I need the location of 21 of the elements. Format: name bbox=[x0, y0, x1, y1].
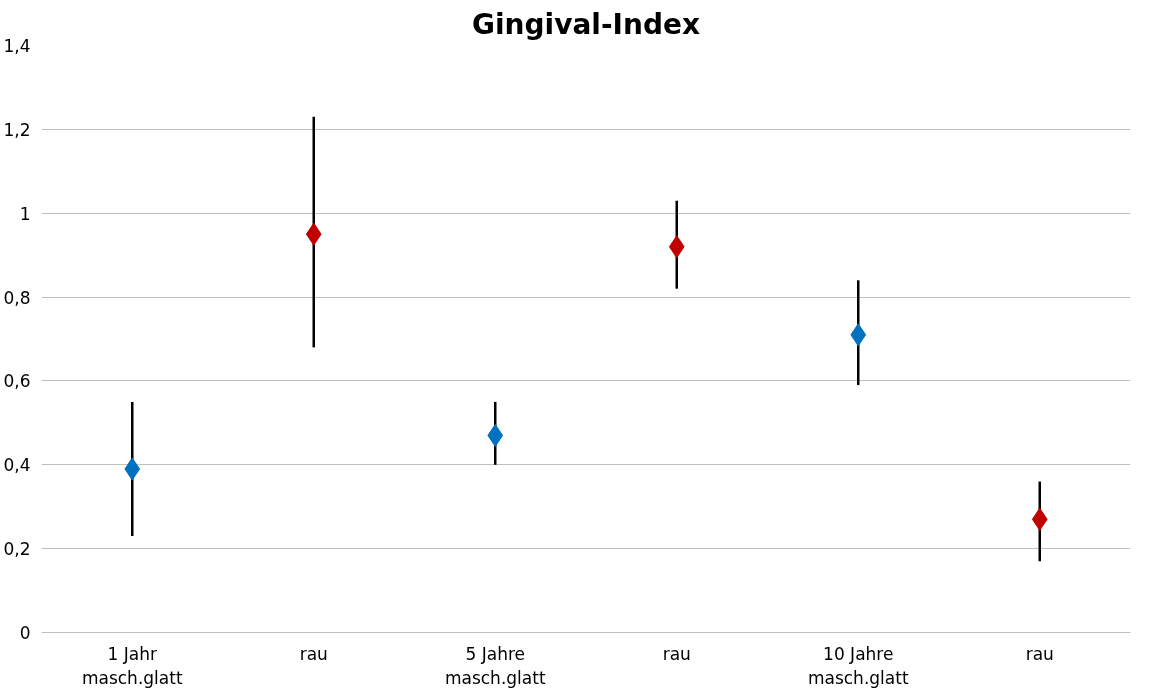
y-tick-label: 1 bbox=[19, 203, 31, 224]
x-tick-label: rau bbox=[662, 643, 691, 664]
point bbox=[850, 323, 867, 347]
x-tick-label: 10 Jahre masch.glatt bbox=[807, 643, 909, 688]
x-tick-label: 5 Jahre masch.glatt bbox=[444, 643, 546, 688]
y-tick-label: 0,2 bbox=[3, 539, 31, 560]
point bbox=[487, 423, 504, 447]
y-tick-label: 1,2 bbox=[3, 119, 31, 140]
y-tick-label: 0,8 bbox=[3, 287, 31, 308]
y-tick-label: 0,6 bbox=[3, 371, 31, 392]
chart-title: Gingival-Index bbox=[472, 7, 700, 41]
point bbox=[1031, 507, 1048, 531]
x-tick-label: 1 Jahr masch.glatt bbox=[81, 643, 183, 688]
point bbox=[124, 457, 141, 481]
y-tick-label: 0 bbox=[19, 623, 31, 643]
x-tick-label: rau bbox=[1025, 643, 1054, 664]
y-tick-label: 0,4 bbox=[3, 455, 31, 476]
y-tick-label: 1,4 bbox=[3, 36, 31, 56]
point bbox=[668, 235, 685, 259]
x-tick-label: rau bbox=[299, 643, 328, 664]
point bbox=[305, 222, 322, 246]
